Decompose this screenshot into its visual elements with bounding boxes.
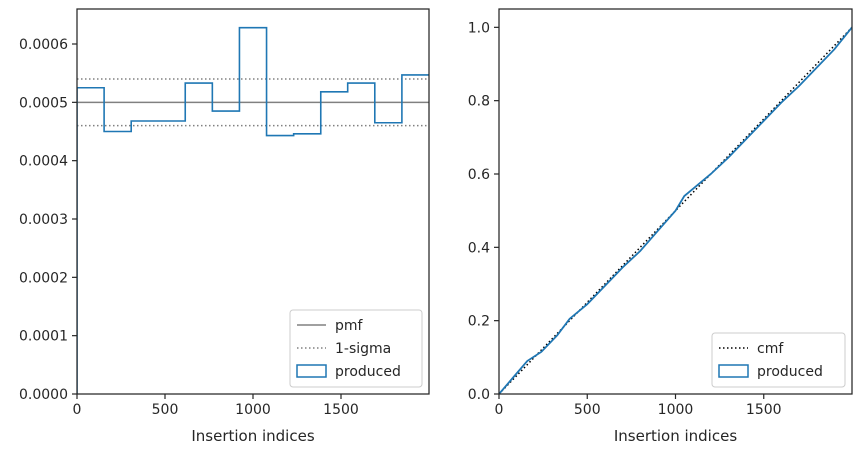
produced-histogram	[77, 26, 429, 394]
x-tick-label: 500	[574, 402, 601, 418]
y-tick-label: 0.2	[468, 314, 490, 330]
cmf-line	[499, 26, 852, 394]
legend: pmf 1-sigma produced	[289, 309, 423, 388]
legend-box	[711, 332, 846, 388]
legend-label-1-sigma: 1-sigma	[335, 341, 391, 357]
legend-label-produced: produced	[335, 364, 401, 380]
plot-area	[499, 26, 852, 394]
legend-label-pmf: pmf	[335, 318, 364, 334]
y-tick-label: 0.0001	[19, 329, 68, 345]
legend-handle-produced	[718, 364, 749, 378]
x-tick-label: 1000	[658, 402, 694, 418]
y-tick-label: 0.8	[468, 94, 490, 110]
legend-label-produced: produced	[757, 364, 823, 380]
x-tick-label: 1000	[235, 402, 271, 418]
legend-box	[289, 309, 423, 388]
chart-panel-2: 0 500 1000 1500 0.0 0.2 0.4 0.6 0.8 1.0 Insertion …	[468, 8, 853, 445]
x-tick-label: 0	[73, 402, 82, 418]
y-tick-label: 0.0003	[19, 212, 68, 228]
legend-label-cmf: cmf	[757, 341, 784, 357]
y-tick-label: 1.0	[468, 20, 490, 36]
x-axis-label: Insertion indices	[614, 427, 737, 445]
y-tick-label: 0.0	[468, 387, 490, 403]
legend-handle-produced	[296, 364, 327, 378]
y-tick-label: 0.0000	[19, 387, 68, 403]
produced-cumulative-line	[499, 26, 852, 394]
y-tick-label: 0.0002	[19, 270, 68, 286]
x-axis-label: Insertion indices	[191, 427, 314, 445]
y-tick-label: 0.6	[468, 167, 490, 183]
y-tick-label: 0.0004	[19, 154, 68, 170]
x-tick-label: 0	[495, 402, 504, 418]
legend: cmf produced	[711, 332, 846, 388]
x-tick-label: 500	[152, 402, 179, 418]
chart-panel-1: 0 500 1000 1500 0.0000 0.0001 0.0002 0.0003 0.00…	[19, 8, 430, 445]
x-tick-label: 1500	[746, 402, 782, 418]
plot-area	[77, 26, 429, 394]
y-tick-label: 0.0006	[19, 37, 68, 53]
x-tick-label: 1500	[323, 402, 359, 418]
y-tick-label: 0.4	[468, 240, 490, 256]
y-tick-label: 0.0005	[19, 95, 68, 111]
